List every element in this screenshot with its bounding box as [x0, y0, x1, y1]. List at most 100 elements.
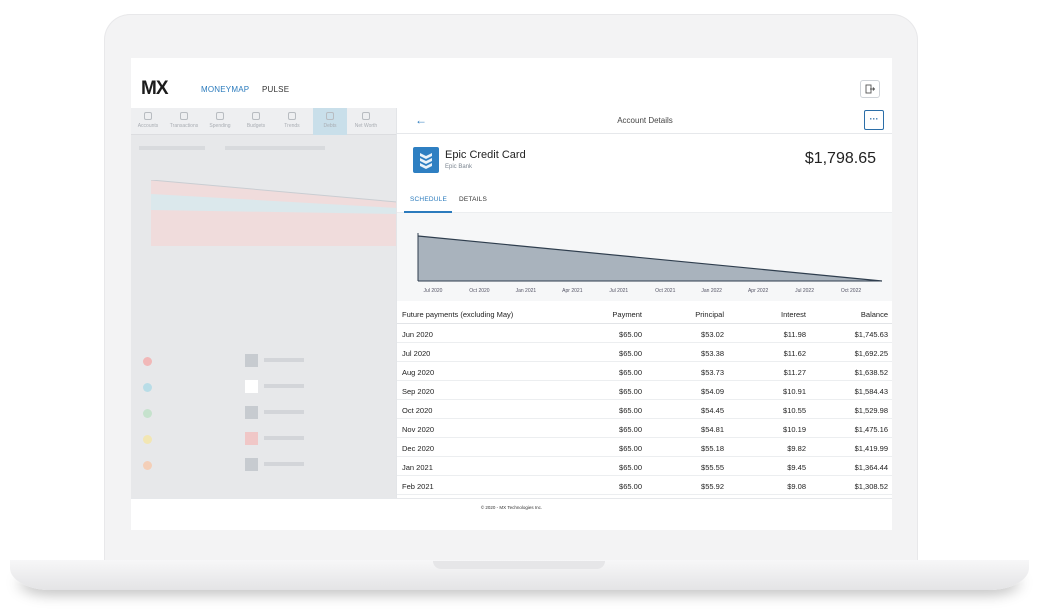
- table-row: Jul 2020 $65.00 $53.38 $11.62 $1,692.25: [397, 343, 892, 362]
- x-tick-label: Jul 2022: [795, 288, 814, 294]
- cell-principal: $55.92: [701, 482, 724, 491]
- column-header-interest: Interest: [780, 310, 806, 319]
- bg-debt-row: [143, 406, 383, 420]
- more-options-button[interactable]: ···: [864, 110, 884, 130]
- background-tab-bar: Accounts Transactions Spending Budgets T…: [131, 108, 397, 135]
- bg-filter-bar-2: [225, 146, 325, 150]
- x-tick-label: Jan 2022: [701, 288, 722, 294]
- cell-balance: $1,745.63: [854, 330, 888, 339]
- cell-interest: $11.98: [783, 330, 806, 339]
- balance-line: [417, 235, 883, 282]
- cell-period: Aug 2020: [402, 368, 435, 377]
- bg-tab-spending: Spending: [203, 112, 237, 129]
- bg-debt-row: [143, 380, 383, 394]
- background-debt-chart: [151, 180, 397, 246]
- cell-interest: $10.91: [783, 387, 806, 396]
- active-tab-indicator: [404, 211, 452, 213]
- bg-tab-budgets: Budgets: [239, 112, 273, 129]
- bg-tab-accounts: Accounts: [131, 112, 165, 129]
- bg-tab-net-worth: Net Worth: [349, 112, 383, 129]
- cell-principal: $54.09: [701, 387, 724, 396]
- cell-interest: $10.19: [783, 425, 806, 434]
- x-tick-label: Oct 2021: [655, 288, 676, 294]
- column-header-principal: Principal: [695, 310, 724, 319]
- cell-payment: $65.00: [619, 463, 642, 472]
- cell-balance: $1,419.99: [854, 444, 888, 453]
- ellipsis-icon: ···: [869, 114, 879, 124]
- cell-period: Jun 2020: [402, 330, 433, 339]
- bg-debt-row: [143, 458, 383, 472]
- cell-payment: $65.00: [619, 444, 642, 453]
- bg-tab-trends: Trends: [275, 112, 309, 129]
- cell-principal: $53.73: [701, 368, 724, 377]
- account-details-panel: ← Account Details ··· Epic Credit Card E…: [396, 108, 892, 498]
- cell-balance: $1,475.16: [854, 425, 888, 434]
- cell-period: Jan 2021: [402, 463, 433, 472]
- cell-principal: $55.55: [701, 463, 724, 472]
- bg-filter-bar: [139, 146, 205, 150]
- cell-payment: $65.00: [619, 387, 642, 396]
- tab-details[interactable]: DETAILS: [459, 196, 488, 203]
- payoff-schedule-chart: Jul 2020 Oct 2020 Jan 2021 Apr 2021 Jul 2021…: [397, 213, 892, 301]
- x-tick-label: Oct 2020: [469, 288, 490, 294]
- cell-principal: $54.45: [701, 406, 724, 415]
- tab-schedule[interactable]: SCHEDULE: [410, 196, 447, 203]
- mx-logo: MX: [141, 78, 168, 99]
- table-row: Jun 2020 $65.00 $53.02 $11.98 $1,745.63: [397, 324, 892, 343]
- cell-interest: $9.08: [787, 482, 806, 491]
- cell-interest: $11.62: [783, 349, 806, 358]
- table-row: Dec 2020 $65.00 $55.18 $9.82 $1,419.99: [397, 438, 892, 457]
- cell-principal: $53.02: [701, 330, 724, 339]
- account-bank: Epic Bank: [445, 164, 473, 170]
- x-tick-label: Jul 2021: [609, 288, 629, 294]
- cell-balance: $1,364.44: [854, 463, 888, 472]
- cell-balance: $1,638.52: [854, 368, 888, 377]
- bg-debt-row: [143, 432, 383, 446]
- nav-moneymap[interactable]: MONEYMAP: [201, 85, 250, 94]
- back-arrow-icon[interactable]: ←: [415, 113, 427, 127]
- top-bar: MX MONEYMAP PULSE: [131, 58, 892, 108]
- panel-tabs: SCHEDULE DETAILS: [397, 190, 892, 213]
- cell-balance: $1,308.52: [854, 482, 888, 491]
- cell-period: Feb 2021: [402, 482, 434, 491]
- footer: © 2020 - MX Technologies Inc.: [131, 498, 892, 530]
- cell-payment: $65.00: [619, 330, 642, 339]
- cell-balance: $1,529.98: [854, 406, 888, 415]
- table-row: Sep 2020 $65.00 $54.09 $10.91 $1,584.43: [397, 381, 892, 400]
- table-row: Aug 2020 $65.00 $53.73 $11.27 $1,638.52: [397, 362, 892, 381]
- bg-tab-transactions: Transactions: [167, 112, 201, 129]
- x-tick-label: Apr 2022: [747, 288, 769, 294]
- logout-button[interactable]: [860, 80, 880, 98]
- account-name: Epic Credit Card: [445, 149, 526, 161]
- panel-title: Account Details: [617, 116, 673, 125]
- x-tick-label: Oct 2022: [840, 288, 862, 294]
- background-dashboard: Accounts Transactions Spending Budgets T…: [131, 108, 397, 498]
- cell-payment: $65.00: [619, 482, 642, 491]
- cell-interest: $10.55: [783, 406, 806, 415]
- cell-period: Sep 2020: [402, 387, 435, 396]
- bg-tab-debts: Debts: [313, 108, 347, 135]
- cell-principal: $53.38: [701, 349, 724, 358]
- cell-interest: $9.82: [787, 444, 806, 453]
- cell-interest: $9.45: [787, 463, 806, 472]
- cell-period: Jul 2020: [402, 349, 431, 358]
- table-row: Oct 2020 $65.00 $54.45 $10.55 $1,529.98: [397, 400, 892, 419]
- table-header-row: Future payments (excluding May) Payment …: [397, 303, 892, 324]
- cell-principal: $55.18: [701, 444, 724, 453]
- x-tick-label: Jan 2021: [515, 288, 537, 294]
- logout-icon: [865, 84, 875, 94]
- cell-payment: $65.00: [619, 425, 642, 434]
- cell-principal: $54.81: [701, 425, 724, 434]
- account-balance: $1,798.65: [804, 150, 876, 167]
- cell-period: Oct 2020: [402, 406, 433, 415]
- column-header-payment: Payment: [612, 310, 642, 319]
- cell-period: Nov 2020: [402, 425, 435, 434]
- column-header-period: Future payments (excluding May): [402, 310, 514, 319]
- cell-period: Dec 2020: [402, 444, 435, 453]
- cell-payment: $65.00: [619, 349, 642, 358]
- cell-balance: $1,584.43: [854, 387, 888, 396]
- table-row: Jan 2021 $65.00 $55.55 $9.45 $1,364.44: [397, 457, 892, 476]
- cell-payment: $65.00: [619, 406, 642, 415]
- nav-pulse[interactable]: PULSE: [262, 85, 290, 94]
